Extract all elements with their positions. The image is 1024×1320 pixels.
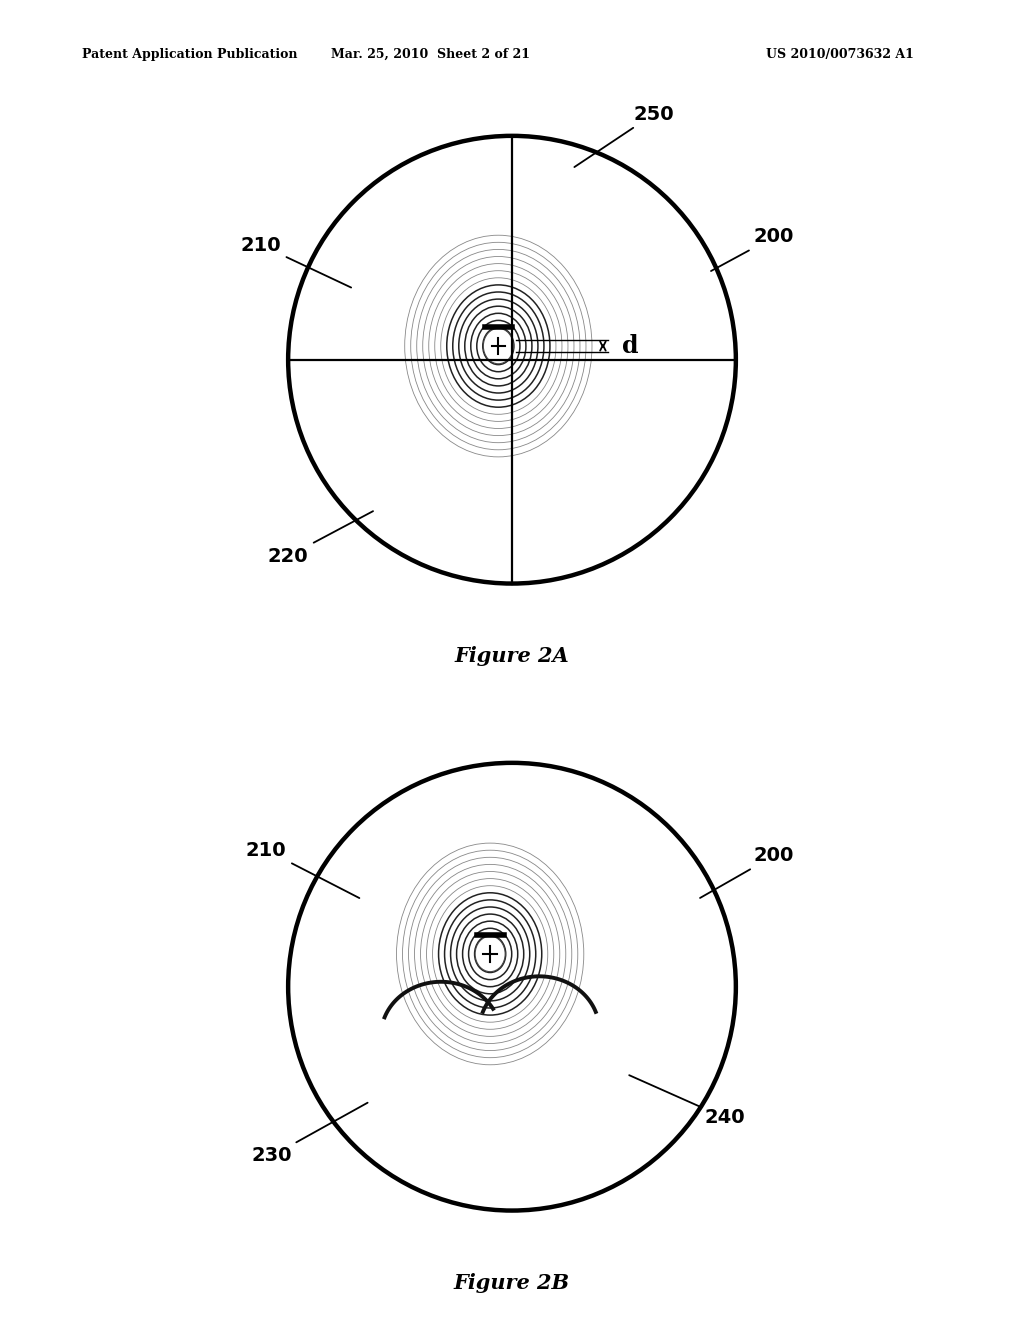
Text: Mar. 25, 2010  Sheet 2 of 21: Mar. 25, 2010 Sheet 2 of 21 [331,48,529,61]
Text: 200: 200 [711,227,795,271]
Text: Patent Application Publication: Patent Application Publication [82,48,297,61]
Text: d: d [622,334,639,358]
Text: 230: 230 [252,1102,368,1166]
Text: 250: 250 [574,104,674,168]
Text: Figure 2B: Figure 2B [454,1274,570,1294]
Text: 240: 240 [629,1076,745,1127]
Text: Figure 2A: Figure 2A [455,647,569,667]
Text: 210: 210 [246,841,359,898]
Ellipse shape [475,936,505,972]
Text: US 2010/0073632 A1: US 2010/0073632 A1 [766,48,913,61]
Text: 220: 220 [268,511,373,566]
Text: 200: 200 [700,846,795,898]
Text: 210: 210 [241,235,351,288]
Ellipse shape [483,329,513,364]
